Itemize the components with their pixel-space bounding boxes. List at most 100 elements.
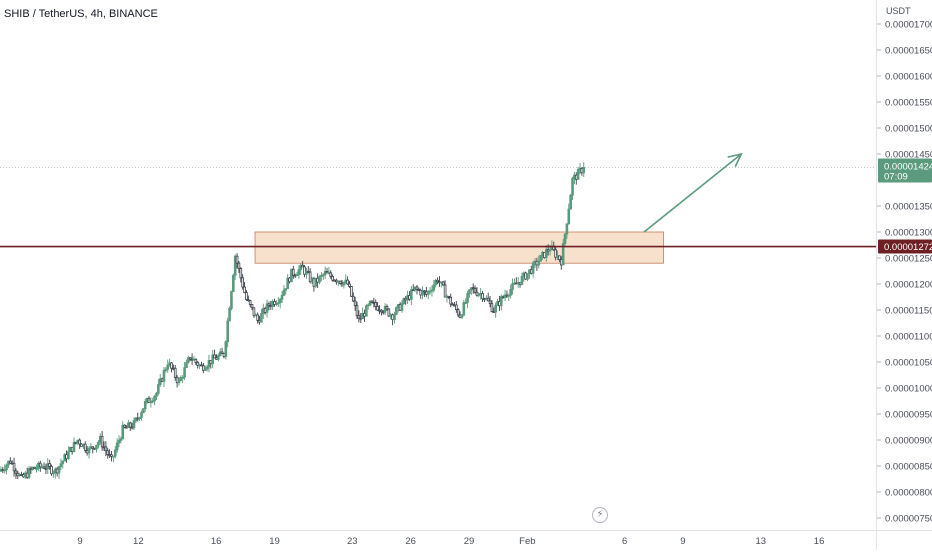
candle-body: [456, 309, 460, 316]
candle-body: [233, 255, 237, 276]
candle-body: [59, 463, 63, 467]
candle-body: [548, 249, 552, 252]
candle-body: [410, 289, 413, 300]
candle-body: [3, 469, 6, 472]
candle-body: [185, 361, 188, 368]
candle-body: [252, 307, 256, 316]
candlestick-chart[interactable]: [0, 0, 876, 530]
candle-body: [170, 362, 173, 369]
candle-body: [112, 455, 115, 458]
candle-body: [27, 468, 31, 478]
candle-body: [38, 462, 42, 468]
price-tick-label: 0.00001450: [885, 150, 932, 161]
candle-body: [567, 208, 571, 225]
candle-body: [57, 466, 61, 474]
candle-body: [357, 315, 361, 319]
candle-body: [411, 289, 415, 292]
price-tick-label: 0.00000800: [885, 488, 932, 499]
time-tick-label: 13: [755, 536, 766, 547]
candle-body: [571, 178, 574, 196]
time-tick-label: 9: [680, 536, 685, 547]
candle-body: [213, 354, 216, 359]
candle-body: [48, 463, 51, 467]
price-scale-svg: 0.00001700 0.00001650 0.00001600 0.00001550…: [877, 20, 932, 525]
candle-body: [14, 470, 18, 474]
candle-body: [147, 397, 151, 403]
candle-body: [87, 447, 91, 454]
candle-body: [241, 277, 244, 288]
candle-body: [183, 367, 186, 378]
candle-body: [460, 314, 464, 318]
candle-body: [434, 279, 438, 286]
candle-body: [486, 297, 490, 302]
candle-body: [520, 275, 524, 285]
candle-body: [423, 290, 426, 293]
candle-body: [142, 408, 145, 414]
candle-body: [576, 169, 580, 180]
candle-body: [537, 260, 541, 266]
candle-body: [97, 441, 100, 446]
candle-body: [239, 268, 243, 279]
candle-body: [228, 308, 231, 322]
candle-body: [421, 290, 424, 296]
candle-body: [78, 439, 81, 445]
support-zone-rect: [254, 231, 664, 264]
candle-body: [441, 281, 445, 286]
candle-body: [393, 313, 396, 321]
candle-body: [155, 392, 158, 397]
candle-body: [563, 233, 567, 244]
candle-body: [205, 366, 209, 370]
candle-body: [164, 368, 168, 371]
candle-body: [415, 286, 419, 290]
candle-body: [12, 462, 16, 472]
candle-body: [464, 302, 467, 304]
candle-body: [187, 357, 190, 363]
candle-body: [52, 472, 55, 475]
candle-body: [100, 435, 104, 448]
time-scale[interactable]: 9 12 16 19 23 26 29 Feb 6 9 13 16: [0, 530, 876, 550]
time-tick-label: 26: [405, 536, 416, 547]
candle-body: [72, 441, 76, 452]
candle-body: [351, 295, 355, 302]
candle-body: [9, 460, 12, 464]
price-scale[interactable]: 0.00001700 0.00001650 0.00001600 0.00001550…: [876, 0, 932, 530]
candle-body: [33, 466, 36, 470]
price-tick-label: 0.00000950: [885, 410, 932, 421]
candle-body: [561, 243, 565, 266]
symbol-title[interactable]: SHIB / TetherUS, 4h, BINANCE: [4, 8, 158, 20]
candle-body: [173, 367, 177, 378]
candle-body: [329, 272, 333, 277]
candle-body: [220, 351, 224, 354]
candle-body: [350, 286, 353, 297]
candle-body: [5, 464, 8, 471]
candle-body: [276, 302, 280, 305]
candle-body: [104, 446, 108, 452]
candle-body: [481, 293, 484, 300]
candle-body: [284, 288, 288, 291]
price-tick-label: 0.00001000: [885, 384, 932, 395]
candle-body: [91, 446, 95, 449]
chart-area[interactable]: SHIB / TetherUS, 4h, BINANCE: [0, 0, 876, 530]
candle-body: [232, 274, 235, 292]
price-tick-label: 0.00000850: [885, 462, 932, 473]
candle-body: [342, 281, 346, 286]
currency-label: USDT: [886, 6, 911, 16]
candle-body: [331, 276, 334, 281]
candle-body: [95, 444, 98, 450]
candle-body: [395, 307, 398, 315]
candle-body: [443, 284, 447, 298]
candle-body: [226, 320, 229, 343]
candle-body: [247, 299, 250, 302]
lightning-icon[interactable]: ⚡: [592, 507, 608, 523]
candle-body: [143, 401, 147, 409]
candle-body: [325, 270, 329, 274]
candle-body: [235, 255, 239, 264]
candle-body: [507, 294, 511, 297]
price-tick-label: 0.00001050: [885, 358, 932, 369]
candle-body: [179, 377, 183, 382]
candle-body: [61, 460, 65, 465]
candle-body: [400, 303, 404, 311]
candle-body: [355, 305, 359, 317]
candle-body: [117, 440, 121, 444]
candle-body: [177, 380, 181, 384]
